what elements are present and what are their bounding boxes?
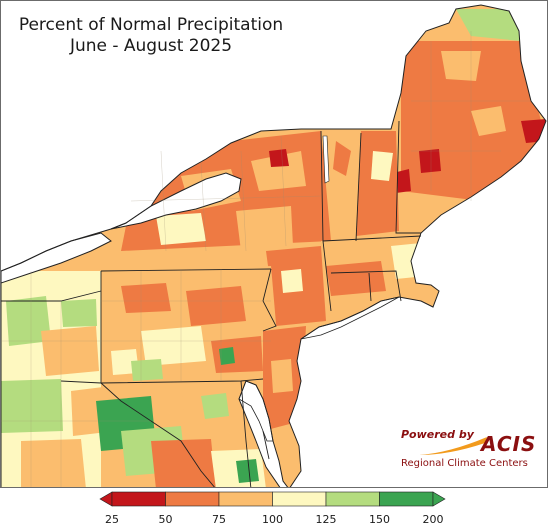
map-subtitle: June - August 2025 bbox=[69, 36, 233, 56]
lake-champlain bbox=[322, 135, 330, 184]
map-frame: Percent of Normal Precipitation June - A… bbox=[0, 0, 548, 488]
legend-bin-50-75 bbox=[165, 491, 220, 507]
legend-tick-label: 100 bbox=[262, 513, 283, 526]
state-boundaries bbox=[1, 120, 422, 487]
legend-bin-100-125 bbox=[272, 491, 327, 507]
logo-tagline: Regional Climate Centers bbox=[401, 458, 528, 469]
legend-colorbar bbox=[99, 491, 446, 507]
legend-high-arrow bbox=[432, 491, 446, 507]
legend-tick-label: 200 bbox=[422, 513, 444, 526]
logo-powered-by: Powered by bbox=[401, 428, 474, 441]
legend-low-arrow bbox=[99, 491, 113, 507]
legend-bin-75-100 bbox=[218, 491, 273, 507]
legend-bin-25-50 bbox=[111, 491, 166, 507]
legend-tick-label: 25 bbox=[105, 513, 119, 526]
precip-field bbox=[1, 9, 546, 487]
logo-brand: ACIS bbox=[481, 432, 537, 456]
map-title: Percent of Normal Precipitation bbox=[18, 15, 284, 35]
legend-bin-125-150 bbox=[325, 491, 380, 507]
legend-bin-150-200 bbox=[379, 491, 434, 507]
county-lines bbox=[1, 31, 531, 487]
swoosh-icon bbox=[419, 437, 487, 455]
legend-tick-label: 150 bbox=[369, 513, 390, 526]
legend-tick-label: 50 bbox=[158, 513, 173, 526]
acis-logo: Powered by ACIS Regional Climate Centers bbox=[397, 425, 537, 473]
legend-tick-label: 75 bbox=[212, 513, 226, 526]
precipitation-map bbox=[1, 4, 547, 487]
legend-tick-label: 125 bbox=[315, 513, 337, 526]
